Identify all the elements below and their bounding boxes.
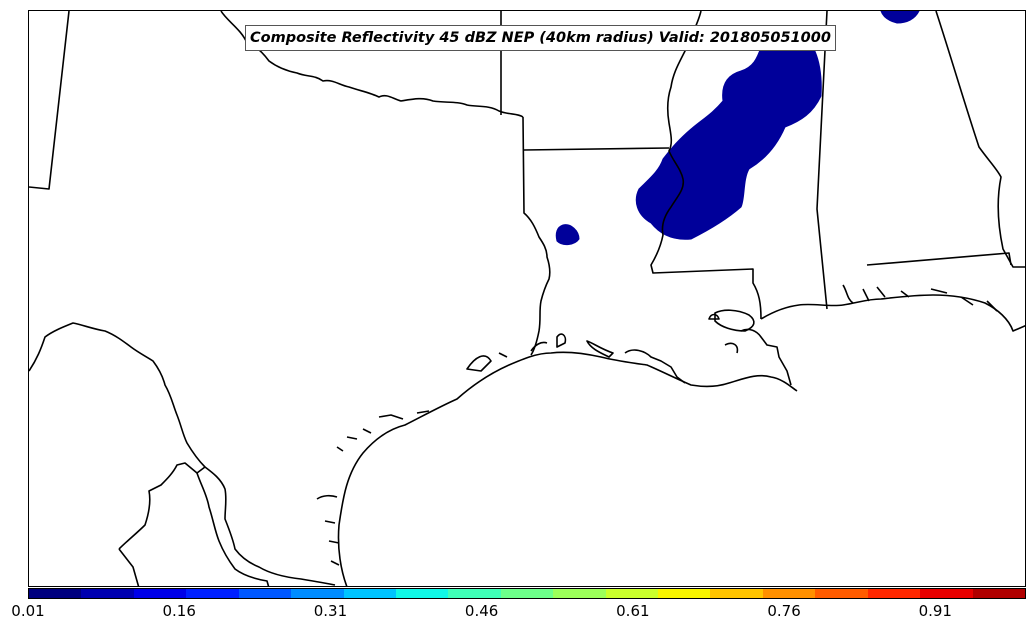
state-boundary-red-river <box>220 11 524 118</box>
probability-region-small <box>555 224 580 246</box>
colorbar-segment <box>658 589 711 598</box>
state-boundary-al-ga <box>935 11 1025 268</box>
state-boundary-ms-river <box>650 11 762 320</box>
colorbar-segment <box>238 589 292 598</box>
colorbar <box>28 588 1026 599</box>
colorbar-ticks: 0.01 0.16 0.31 0.46 0.61 0.76 0.91 <box>0 599 1036 629</box>
state-boundary-ar-la <box>523 147 670 151</box>
probability-region-top <box>880 11 920 24</box>
colorbar-segment <box>972 589 1026 598</box>
state-boundary-fl <box>866 252 1012 266</box>
colorbar-segment <box>553 589 606 598</box>
colorbar-segment <box>815 589 868 598</box>
colorbar-tick-label: 0.16 <box>162 602 196 620</box>
state-boundary-tx-east <box>522 116 551 356</box>
colorbar-segment <box>448 589 501 598</box>
state-boundary-ms-al <box>816 11 828 310</box>
colorbar-tick-label: 0.91 <box>918 602 952 620</box>
colorbar-segment <box>81 589 134 598</box>
coastline-detail-tx <box>316 352 508 566</box>
colorbar-tick-label: 0.46 <box>464 602 499 620</box>
colorbar-segment <box>186 589 239 598</box>
colorbar-segment <box>762 589 816 598</box>
colorbar-segment <box>133 589 187 598</box>
country-boundary-rio-grande <box>29 322 336 586</box>
colorbar-tick-label: 0.01 <box>11 602 45 620</box>
colorbar-segment <box>343 589 396 598</box>
map-panel: Composite Reflectivity 45 dBZ NEP (40km … <box>28 10 1026 587</box>
colorbar-segment <box>710 589 763 598</box>
state-boundary-nm-west <box>29 11 70 190</box>
colorbar-segment <box>395 589 449 598</box>
coastline-detail-la <box>530 328 792 386</box>
colorbar-segment <box>920 589 973 598</box>
state-boundary-mexico-1 <box>118 462 206 550</box>
coastline-gulf <box>337 351 798 586</box>
map-canvas <box>29 11 1025 586</box>
colorbar-tick-label: 0.76 <box>767 602 801 620</box>
state-boundary-mexico-3 <box>118 548 140 586</box>
coastline-detail-fl <box>842 284 998 312</box>
coastline-detail-ms <box>708 309 755 332</box>
colorbar-segment <box>867 589 921 598</box>
state-boundary-mexico-2 <box>196 472 270 586</box>
map-boundaries <box>29 11 1025 586</box>
colorbar-segment <box>605 589 659 598</box>
colorbar-tick-label: 0.31 <box>313 602 348 620</box>
coastline-gulf-east <box>760 294 1025 332</box>
colorbar-segment <box>291 589 344 598</box>
colorbar-segment <box>29 589 82 598</box>
map-title: Composite Reflectivity 45 dBZ NEP (40km … <box>245 25 836 51</box>
probability-region-main <box>635 26 822 240</box>
colorbar-segment <box>500 589 554 598</box>
colorbar-tick-label: 0.61 <box>616 602 650 620</box>
